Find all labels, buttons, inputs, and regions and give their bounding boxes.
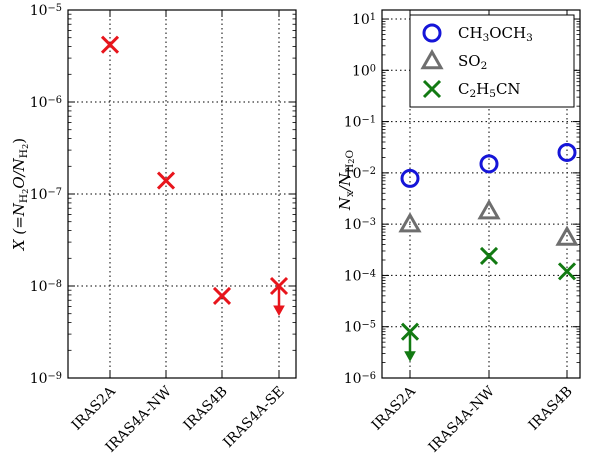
ytick-label-p2-5: 10−2 (344, 165, 376, 182)
marker-p2-s1-100 (422, 23, 442, 43)
upper-limit-arrow-p2-s3-1 (404, 331, 416, 362)
marker-p2-s2-2 (477, 199, 501, 220)
ytick-label-p1-4: 10−6 (30, 95, 62, 112)
marker-p1-s1-3 (212, 286, 232, 305)
upper-limit-arrow-p1-s1-4 (273, 286, 285, 317)
category-label-p1-1: IRAS2A (69, 383, 120, 434)
legend-label-3: C2H5CN (458, 80, 521, 100)
ytick-label-p2-8: 101 (352, 12, 376, 29)
legend: CH3OCH3 SO2 C2H5CN (409, 14, 575, 108)
y-axis-title-p1: X (=NH2O/NH2) (10, 138, 30, 251)
marker-p1-s1-2 (156, 171, 176, 190)
ytick-label-p1-3: 10−7 (30, 187, 62, 204)
ytick-label-p2-2: 10−5 (344, 319, 376, 336)
marker-p2-s1-1 (400, 168, 420, 188)
ytick-label-p2-6: 10−1 (344, 114, 376, 131)
category-label-p1-3: IRAS4B (181, 384, 231, 434)
y-axis-title-p2: Nx/NH2O (336, 149, 356, 211)
ytick-label-p1-1: 10−9 (30, 371, 62, 388)
marker-p1-s1-4 (269, 276, 289, 296)
ytick-label-p2-1: 10−6 (344, 371, 376, 388)
category-label-p2-1: IRAS2A (369, 383, 420, 434)
marker-p2-s3-2 (479, 246, 499, 266)
category-label-p2-2: IRAS4A-NW (426, 383, 499, 456)
category-label-p2-3: IRAS4B (526, 384, 576, 434)
legend-label-1: CH3OCH3 (458, 24, 533, 44)
marker-p2-s2-100 (420, 48, 444, 70)
ytick-label-p1-5: 10−5 (30, 3, 62, 20)
marker-p2-s1-2 (479, 154, 499, 174)
ytick-label-p2-4: 10−3 (344, 217, 376, 234)
marker-p2-s3-3 (557, 262, 577, 281)
ytick-label-p1-2: 10−8 (30, 279, 62, 296)
legend-label-2: SO2 (458, 52, 487, 72)
marker-p2-s1-3 (557, 142, 577, 162)
category-label-p1-4: IRAS4A-SE (220, 384, 287, 451)
plot-frame-p2 (381, 9, 581, 379)
ytick-label-p2-7: 100 (352, 63, 376, 80)
marker-p2-s3-100 (422, 79, 442, 99)
marker-p1-s1-1 (100, 35, 120, 54)
ytick-label-p2-3: 10−4 (344, 268, 376, 285)
marker-p2-s3-1 (400, 322, 420, 341)
marker-p2-s2-3 (555, 225, 579, 246)
marker-p2-s2-1 (398, 212, 422, 233)
